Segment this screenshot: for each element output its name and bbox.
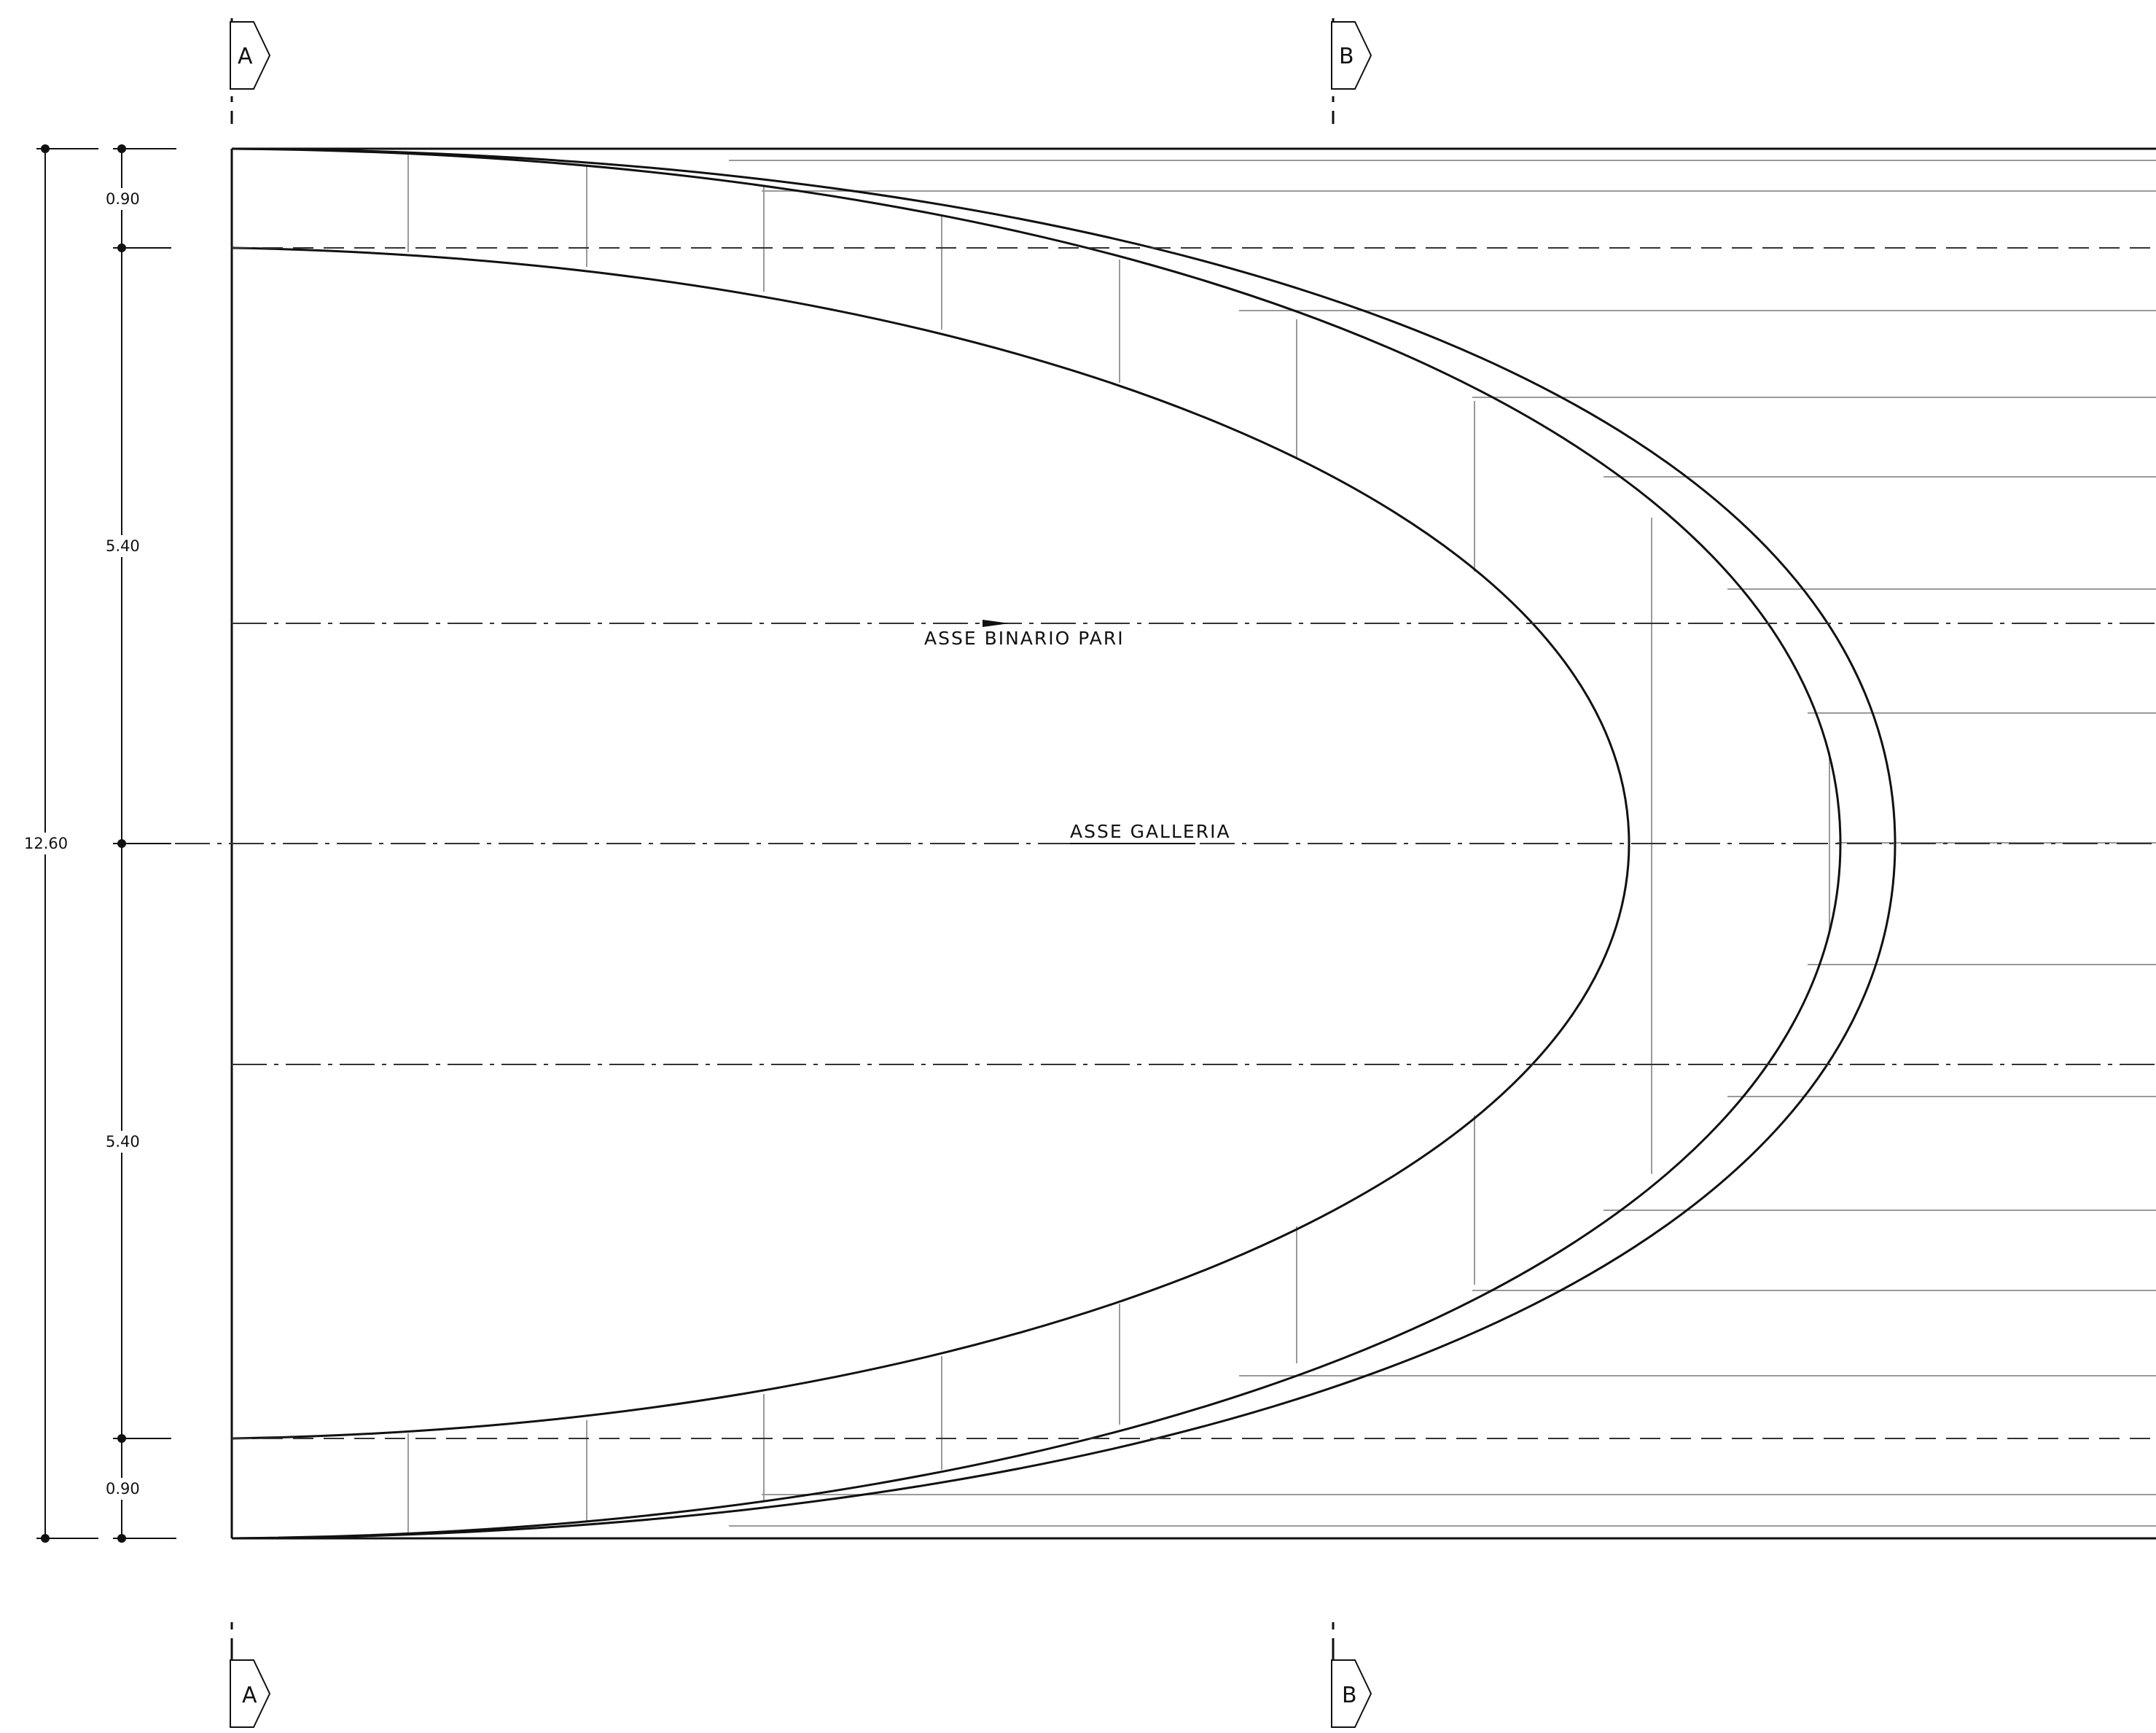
section-marker-a-bottom: A	[230, 1622, 271, 1728]
section-marker-b-top: B	[1331, 18, 1372, 124]
section-label-b-bottom: B	[1342, 1683, 1357, 1708]
dimension-top-clearance: 0.90	[106, 190, 140, 208]
tunnel-axis-label: ASSE GALLERIA	[1070, 821, 1231, 842]
middle-lining-curve	[231, 147, 1842, 1540]
section-label-a-top: A	[238, 44, 253, 69]
track-axis-label: ASSE BINARIO PARI	[924, 628, 1125, 649]
section-label-b-top: B	[1339, 44, 1354, 69]
section-label-a-bottom: A	[242, 1683, 257, 1708]
inner-lining-curve	[231, 246, 1630, 1440]
dimension-upper-half: 5.40	[106, 537, 140, 555]
track-axis-marker	[983, 620, 1009, 627]
section-marker-a-top: A	[230, 18, 271, 124]
segment-lines-right	[729, 160, 2156, 1527]
dimension-total-width: 12.60	[24, 835, 68, 852]
dimension-lower-half: 5.40	[106, 1133, 140, 1150]
dimension-bottom-clearance: 0.90	[106, 1480, 140, 1498]
section-marker-b-bottom: B	[1331, 1622, 1372, 1728]
outer-lining-curve	[231, 147, 1897, 1540]
segment-ribs	[407, 155, 1830, 1533]
